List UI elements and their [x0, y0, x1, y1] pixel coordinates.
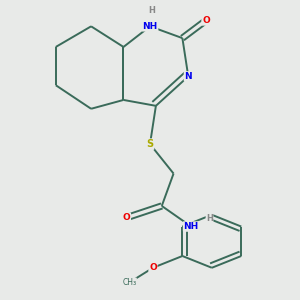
Text: H: H	[148, 6, 155, 15]
Text: NH: NH	[184, 222, 199, 231]
Text: CH₃: CH₃	[122, 278, 136, 287]
Text: O: O	[123, 213, 130, 222]
Text: H: H	[206, 214, 213, 223]
Text: S: S	[146, 139, 154, 149]
Text: NH: NH	[142, 22, 158, 31]
Text: O: O	[149, 263, 157, 272]
Text: O: O	[202, 16, 210, 25]
Text: N: N	[184, 72, 192, 81]
